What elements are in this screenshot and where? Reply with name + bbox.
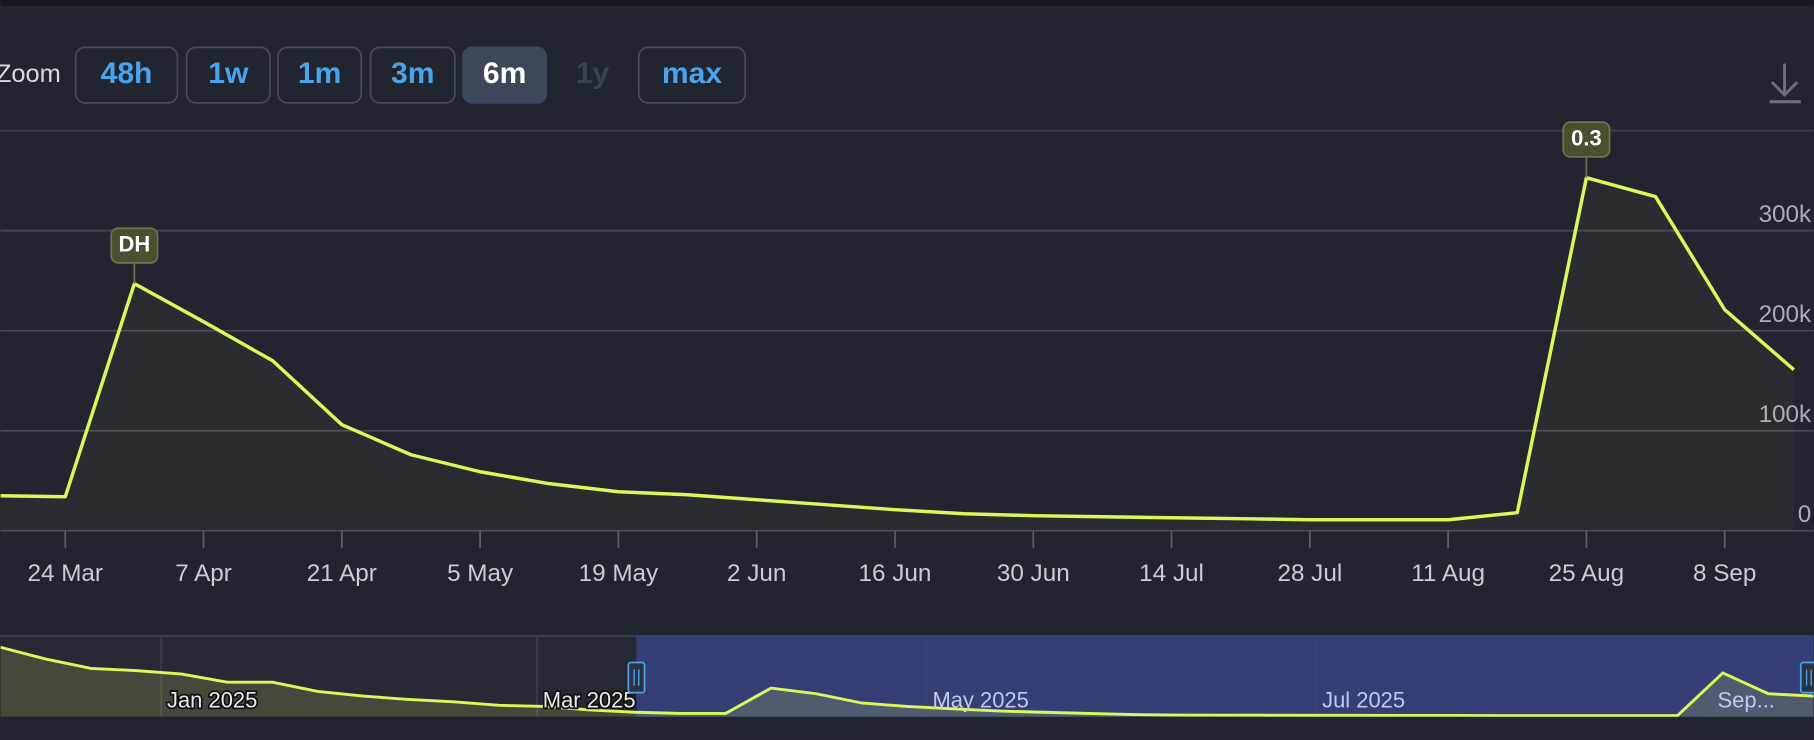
- navigator-selection[interactable]: [636, 635, 1814, 717]
- zoom-button-box: [185, 46, 271, 104]
- flag-label: 0.3: [1571, 125, 1602, 150]
- navigator-handle[interactable]: [1799, 661, 1814, 694]
- zoom-button[interactable]: 48h: [74, 46, 179, 104]
- zoom-button-label: 1w: [208, 57, 249, 90]
- download-button[interactable]: [1769, 63, 1801, 104]
- zoom-button[interactable]: 6m: [462, 46, 548, 104]
- zoom-button: 1y: [576, 57, 610, 90]
- zoom-button-box: [637, 46, 746, 104]
- zoom-button-box: [277, 46, 363, 104]
- x-tick-label: 2 Jun: [727, 560, 786, 587]
- x-tick-label: 14 Jul: [1139, 560, 1204, 587]
- zoom-button[interactable]: 1m: [277, 46, 363, 104]
- zoom-button-label: max: [662, 57, 722, 90]
- x-tick-label: 5 May: [447, 560, 514, 587]
- navigator-line: [0, 645, 1814, 717]
- flag-label: DH: [119, 231, 151, 256]
- y-tick-label: 0: [1798, 501, 1812, 528]
- x-tick-label: 16 Jun: [859, 560, 932, 587]
- x-tick-label: 24 Mar: [27, 560, 103, 587]
- zoom-button-label: 6m: [483, 57, 526, 90]
- zoom-button-box: [74, 46, 179, 104]
- zoom-button[interactable]: 3m: [369, 46, 456, 104]
- flag-box: [1562, 121, 1611, 158]
- x-tick-label: 11 Aug: [1411, 560, 1485, 587]
- navigator-handle-box: [1799, 661, 1814, 694]
- x-tick-label: 21 Apr: [307, 560, 377, 587]
- top-bar: [0, 0, 1814, 6]
- x-tick-label: 7 Apr: [175, 560, 232, 587]
- x-tick-label: 8 Sep: [1693, 560, 1756, 587]
- navigator-label: Sep...: [1718, 688, 1775, 713]
- zoom-button-label: 1m: [298, 57, 341, 90]
- x-tick-label: 19 May: [579, 560, 659, 587]
- flag: DH: [110, 227, 159, 284]
- navigator-label: May 2025: [932, 688, 1028, 713]
- zoom-button-label: 3m: [391, 57, 434, 90]
- x-tick-label: 25 Aug: [1549, 560, 1625, 587]
- line-area: [0, 177, 1794, 531]
- y-tick-label: 100k: [1759, 401, 1812, 428]
- line: [0, 175, 1795, 522]
- navigator-handle-box: [627, 661, 646, 694]
- navigator-handle[interactable]: [627, 661, 646, 694]
- flag: 0.3: [1562, 121, 1611, 178]
- zoom-button-box: [369, 46, 456, 104]
- navigator-area: [0, 647, 1814, 717]
- navigator-label: Jan 2025: [167, 688, 257, 713]
- zoom-button-box: [462, 46, 548, 104]
- flag-box: [110, 227, 159, 264]
- y-tick-label: 300k: [1759, 201, 1812, 228]
- bottom-bar: [0, 716, 1814, 740]
- zoom-button-label: 48h: [101, 57, 153, 90]
- plot-area: [0, 175, 1795, 531]
- x-tick-label: 28 Jul: [1277, 560, 1342, 587]
- y-tick-label: 200k: [1759, 301, 1812, 328]
- navigator-series: [0, 645, 1814, 717]
- navigator-label: Mar 2025: [543, 688, 636, 713]
- zoom-button[interactable]: max: [637, 46, 746, 104]
- zoom-button-label: 1y: [576, 57, 610, 90]
- x-tick-label: 30 Jun: [997, 560, 1070, 587]
- zoom-button[interactable]: 1w: [185, 46, 271, 104]
- zoom-label: Zoom: [0, 60, 61, 88]
- navigator-label: Jul 2025: [1322, 688, 1405, 713]
